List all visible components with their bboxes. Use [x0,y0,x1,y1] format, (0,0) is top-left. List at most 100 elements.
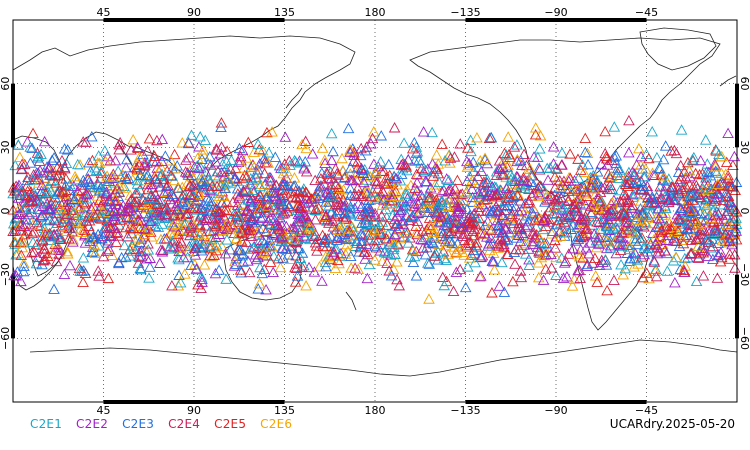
observation-marker [521,175,533,187]
observation-marker [123,205,135,216]
observation-marker [269,187,282,198]
observation-marker [78,196,90,207]
observation-marker [411,176,423,188]
observation-marker [359,214,372,225]
observation-marker [121,211,133,222]
observation-marker [702,250,714,261]
observation-marker [537,274,550,285]
observation-marker [566,280,579,291]
observation-marker [201,192,214,203]
observation-marker [268,250,280,261]
observation-marker [639,209,652,220]
observation-marker [143,132,156,144]
observation-marker [212,171,224,183]
observation-marker [423,258,436,269]
observation-marker [230,233,242,245]
top-tick-label: 135 [274,6,295,19]
observation-marker [44,230,57,242]
observation-marker [356,217,368,228]
observation-marker [718,179,731,190]
observation-marker [177,251,190,263]
observation-marker [430,207,442,219]
observation-marker [221,234,233,245]
observation-marker [704,184,716,195]
observation-marker [683,178,696,190]
legend-item-c2e1: C2E1 [30,417,63,431]
observation-marker [240,205,252,217]
observation-marker [409,182,421,193]
observation-marker [385,270,398,281]
observation-marker [722,172,734,184]
coastline-new-zealand [345,291,357,311]
legend-item-c2e4: C2E4 [168,417,201,431]
observation-marker [349,262,361,273]
observation-marker [463,217,476,228]
observation-marker [655,169,668,180]
observation-marker [554,174,566,186]
observation-marker [338,200,351,211]
observation-marker [256,248,268,259]
observation-marker [280,187,293,199]
observation-marker [568,174,581,186]
observation-marker [51,162,64,173]
observation-marker [667,181,679,193]
observation-marker [695,213,708,225]
observation-marker [256,211,269,222]
observation-marker [591,177,603,188]
observation-marker [328,246,340,257]
observation-marker [375,210,388,221]
observation-marker [404,251,416,262]
observation-marker [292,200,304,211]
observation-marker [461,155,473,167]
observation-marker [294,213,306,225]
observation-marker [490,169,503,181]
observation-marker [537,215,550,226]
observation-marker [197,180,210,192]
observation-marker [712,178,724,189]
observation-marker [361,169,373,180]
observation-marker [38,167,50,178]
observation-marker [679,260,691,271]
observation-marker [176,196,189,208]
observation-marker [24,196,36,207]
observation-marker [682,231,694,242]
observation-marker [151,206,163,217]
top-tick-label: −135 [450,6,480,19]
observation-marker [419,195,432,206]
observation-marker [473,196,485,208]
observation-marker [389,228,401,240]
observation-marker [447,285,460,296]
legend-item-c2e6: C2E6 [260,417,293,431]
observation-marker [174,235,187,246]
observation-marker [591,276,603,287]
observation-marker [61,208,73,220]
observation-marker [25,247,38,258]
observation-marker [300,165,313,177]
observation-marker [676,185,689,196]
observation-marker [196,273,208,285]
observation-marker [710,193,722,204]
observation-marker [415,205,427,217]
observation-marker [635,251,648,262]
observation-marker [359,145,372,156]
observation-marker [623,114,635,126]
observation-marker [161,205,173,217]
observation-marker [231,183,244,194]
observation-marker [76,226,88,237]
observation-marker [500,182,513,194]
observation-marker [376,255,389,266]
observation-marker [237,162,250,173]
observation-marker [599,203,611,215]
observation-marker [196,172,208,184]
observation-marker [192,188,205,199]
observation-marker [165,169,177,181]
observation-marker [385,197,398,209]
observation-marker [15,186,28,197]
coastline-europe-east [719,75,737,87]
observation-marker [328,249,340,260]
observation-marker [26,227,39,239]
observation-marker [544,162,556,173]
observation-marker [610,150,623,161]
observation-marker [707,228,720,239]
observation-marker [220,155,233,167]
